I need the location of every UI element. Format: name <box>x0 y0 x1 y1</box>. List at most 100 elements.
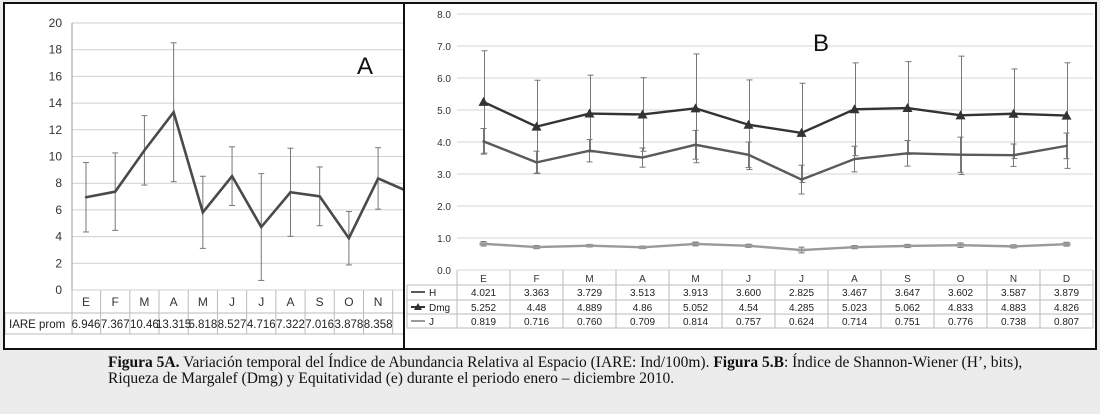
legend-marker-dmg <box>414 303 422 310</box>
chart-a-svg: 0 2 4 6 8 10 12 14 16 18 20 E F M A M J J A S O N IARE prom 6.9… <box>4 16 412 335</box>
data-label-h: 3.587 <box>1001 288 1026 299</box>
y-tick-label-b: 8.0 <box>437 10 451 21</box>
x-category-label-a: M <box>139 295 149 309</box>
data-label-j: 0.814 <box>683 317 708 328</box>
series-name-h: H <box>429 288 436 299</box>
data-point-h <box>800 178 803 181</box>
x-category-label-a: M <box>198 295 208 309</box>
data-point-h <box>588 149 591 152</box>
data-point-dmg <box>902 103 913 113</box>
chart-b-svg: 0.0 1.0 2.0 3.0 4.0 5.0 6.0 7.0 8.0 E F M A M J J A S O N D H… <box>406 10 1094 329</box>
x-category-label-b: M <box>691 274 699 285</box>
y-tick-label-a: 14 <box>49 96 63 110</box>
data-label-h: 3.913 <box>683 288 708 299</box>
data-label-dmg: 4.86 <box>633 303 653 314</box>
caption-fig-a-label: Figura 5A. <box>108 354 180 371</box>
data-point-a <box>172 111 175 114</box>
data-label-dmg: 4.285 <box>789 303 814 314</box>
x-category-label-b: E <box>480 274 487 285</box>
y-tick-label-a: 18 <box>49 43 63 57</box>
x-category-label-b: M <box>585 274 593 285</box>
data-point-a <box>376 177 380 180</box>
series-name-j: J <box>429 317 434 328</box>
data-label-j: 0.776 <box>948 317 973 328</box>
series-line-h <box>483 140 1067 181</box>
caption-fig-a-text: Variación temporal del Índice de Abundan… <box>179 354 714 371</box>
y-tick-label-a: 4 <box>55 230 62 244</box>
x-category-label-b: J <box>799 274 804 285</box>
y-tick-label-b: 5.0 <box>437 106 451 117</box>
data-label-h: 4.021 <box>471 288 496 299</box>
x-category-label-b: N <box>1010 274 1017 285</box>
panel-label-a: A <box>357 53 373 80</box>
data-point-dmg <box>478 96 489 106</box>
y-tick-label-a: 20 <box>49 16 63 30</box>
data-label-j: 0.716 <box>524 317 549 328</box>
data-label-h: 3.647 <box>895 288 920 299</box>
x-category-label-b: F <box>533 274 539 285</box>
data-label-a: 8.358 <box>364 319 393 331</box>
x-category-label-a: J <box>258 295 264 309</box>
x-category-label-b: J <box>746 274 751 285</box>
y-tick-label-b: 2.0 <box>437 202 451 213</box>
data-label-h: 3.467 <box>842 288 867 299</box>
data-point-a <box>201 211 205 214</box>
data-label-dmg: 4.826 <box>1054 303 1079 314</box>
series-name-dmg: Dmg <box>429 303 450 314</box>
data-label-j: 0.709 <box>630 317 655 328</box>
panel-label-b: B <box>813 30 829 57</box>
data-point-h <box>694 143 697 146</box>
data-point-a <box>289 191 292 194</box>
data-point-h <box>906 152 909 155</box>
data-label-a: 8.527 <box>218 319 247 331</box>
y-tick-label-b: 7.0 <box>437 42 451 53</box>
chart-panel-a: 0 2 4 6 8 10 12 14 16 18 20 E F M A M J J A S O N IARE prom 6.9… <box>3 2 412 350</box>
data-label-a: 5.818 <box>188 319 217 331</box>
data-label-h: 3.600 <box>736 288 761 299</box>
y-tick-label-a: 6 <box>55 203 62 217</box>
chart-panel-b: 0.0 1.0 2.0 3.0 4.0 5.0 6.0 7.0 8.0 E F M A M J J A S O N D H… <box>403 2 1097 350</box>
data-label-a: 7.367 <box>101 319 130 331</box>
y-tick-label-a: 0 <box>55 283 62 297</box>
data-point-h <box>1065 144 1068 148</box>
y-tick-label-b: 4.0 <box>437 138 451 149</box>
data-label-a: 4.716 <box>247 319 276 331</box>
data-label-dmg: 5.023 <box>842 303 867 314</box>
data-point-h <box>482 140 485 143</box>
data-point-h <box>1012 154 1015 157</box>
data-label-a: 10.46 <box>130 319 159 331</box>
data-label-j: 0.757 <box>736 317 761 328</box>
data-label-dmg: 4.889 <box>577 303 602 314</box>
data-point-dmg <box>637 109 648 119</box>
data-point-a <box>260 225 263 229</box>
x-category-label-a: J <box>229 295 235 309</box>
data-label-j: 0.760 <box>577 317 602 328</box>
data-label-a: 6.946 <box>72 319 101 331</box>
data-point-dmg <box>584 108 595 118</box>
data-label-j: 0.807 <box>1054 317 1079 328</box>
data-label-dmg: 4.883 <box>1001 303 1026 314</box>
data-point-dmg <box>743 119 754 129</box>
caption-fig-b-text: : Índice de Shannon-Wiener (H’, bits), R… <box>108 354 1023 387</box>
data-label-dmg: 5.062 <box>895 303 920 314</box>
data-label-j: 0.714 <box>842 317 867 328</box>
data-label-a: 3.878 <box>335 319 364 331</box>
data-point-h <box>959 153 962 156</box>
data-point-h <box>535 161 538 164</box>
x-category-label-a: E <box>82 295 90 309</box>
data-point-dmg <box>1008 108 1019 118</box>
figure-caption: Figura 5A. Variación temporal del Índice… <box>108 355 1068 387</box>
data-label-a: 7.016 <box>305 319 334 331</box>
x-category-label-a: S <box>316 295 324 309</box>
data-point-dmg <box>1061 110 1072 120</box>
y-tick-label-a: 2 <box>55 256 62 270</box>
data-label-h: 3.602 <box>948 288 973 299</box>
data-label-h: 3.363 <box>524 288 549 299</box>
data-label-h: 3.513 <box>630 288 655 299</box>
x-category-label-a: F <box>112 295 119 309</box>
x-category-label-b: A <box>639 274 646 285</box>
data-label-a: 7.322 <box>276 319 305 331</box>
data-label-dmg: 4.48 <box>527 303 547 314</box>
data-point-a <box>114 190 117 193</box>
x-category-label-b: O <box>957 274 965 285</box>
